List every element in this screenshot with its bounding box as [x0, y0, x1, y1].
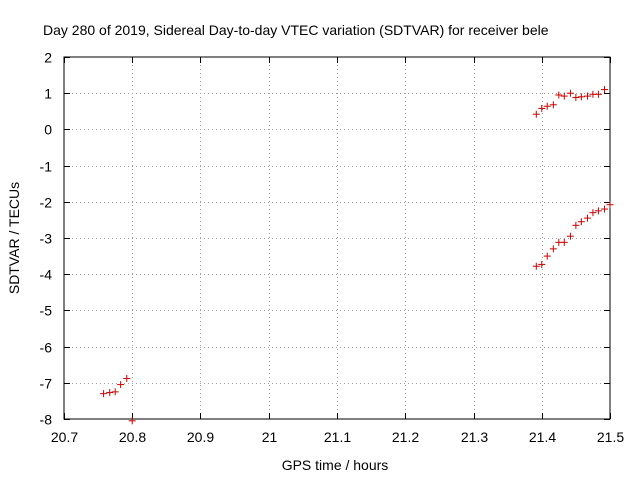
data-point: [572, 94, 580, 102]
x-tick-label: 21: [262, 429, 278, 445]
data-point: [111, 388, 119, 396]
grid: [64, 57, 610, 419]
data-point: [601, 86, 609, 94]
y-axis-label: SDTVAR / TECUs: [6, 182, 22, 294]
y-tick-label: 1: [44, 86, 52, 102]
y-tick-label: -6: [40, 340, 53, 356]
y-tick-label: -5: [40, 303, 53, 319]
data-point: [538, 104, 546, 112]
data-point: [566, 89, 574, 97]
x-tick-label: 20.7: [51, 429, 78, 445]
data-point: [543, 102, 551, 110]
x-tick-label: 21.3: [461, 429, 488, 445]
x-tick-label: 20.9: [187, 429, 214, 445]
data-point: [560, 92, 568, 100]
y-tick-label: -2: [40, 195, 53, 211]
x-tick-label: 21.2: [392, 429, 419, 445]
chart-title: Day 280 of 2019, Sidereal Day-to-day VTE…: [43, 22, 549, 38]
y-tick-label: -4: [40, 267, 53, 283]
data-point: [572, 221, 580, 229]
x-tick-label: 21.4: [529, 429, 556, 445]
y-tick-label: 0: [44, 122, 52, 138]
data-point: [577, 93, 585, 101]
data-point: [583, 92, 591, 100]
data-point: [538, 260, 546, 268]
y-tick-label: -8: [40, 412, 53, 428]
data-point: [601, 205, 609, 213]
data-point: [117, 381, 125, 389]
data-point: [532, 110, 540, 118]
data-point: [589, 209, 597, 217]
data-point: [532, 262, 540, 270]
data-point: [106, 389, 114, 397]
x-tick-label: 21.1: [324, 429, 351, 445]
data-point: [560, 238, 568, 246]
data-point: [100, 390, 108, 398]
y-tick-label: -1: [40, 159, 53, 175]
y-tick-label: -3: [40, 231, 53, 247]
y-tick-label: 2: [44, 50, 52, 66]
data-points: [100, 86, 614, 425]
data-point: [594, 90, 602, 98]
x-tick-label: 20.8: [119, 429, 146, 445]
data-point: [549, 245, 557, 253]
y-tick-label: -7: [40, 376, 53, 392]
x-tick-label: 21.5: [597, 429, 624, 445]
data-point: [583, 214, 591, 222]
data-point: [543, 252, 551, 260]
x-tick-labels: 20.7 20.8 20.9 21 21.1 21.2 21.3 21.4 21.5: [51, 429, 624, 445]
y-tick-labels: 2 1 0 -1 -2 -3 -4 -5 -6 -7 -8: [40, 50, 53, 428]
data-point: [549, 101, 557, 109]
data-point: [606, 201, 614, 209]
data-point: [566, 232, 574, 240]
data-point: [555, 91, 563, 99]
data-point: [123, 374, 131, 382]
x-axis-label: GPS time / hours: [282, 457, 389, 473]
data-point: [577, 218, 585, 226]
data-point: [128, 417, 136, 425]
data-point: [594, 207, 602, 215]
